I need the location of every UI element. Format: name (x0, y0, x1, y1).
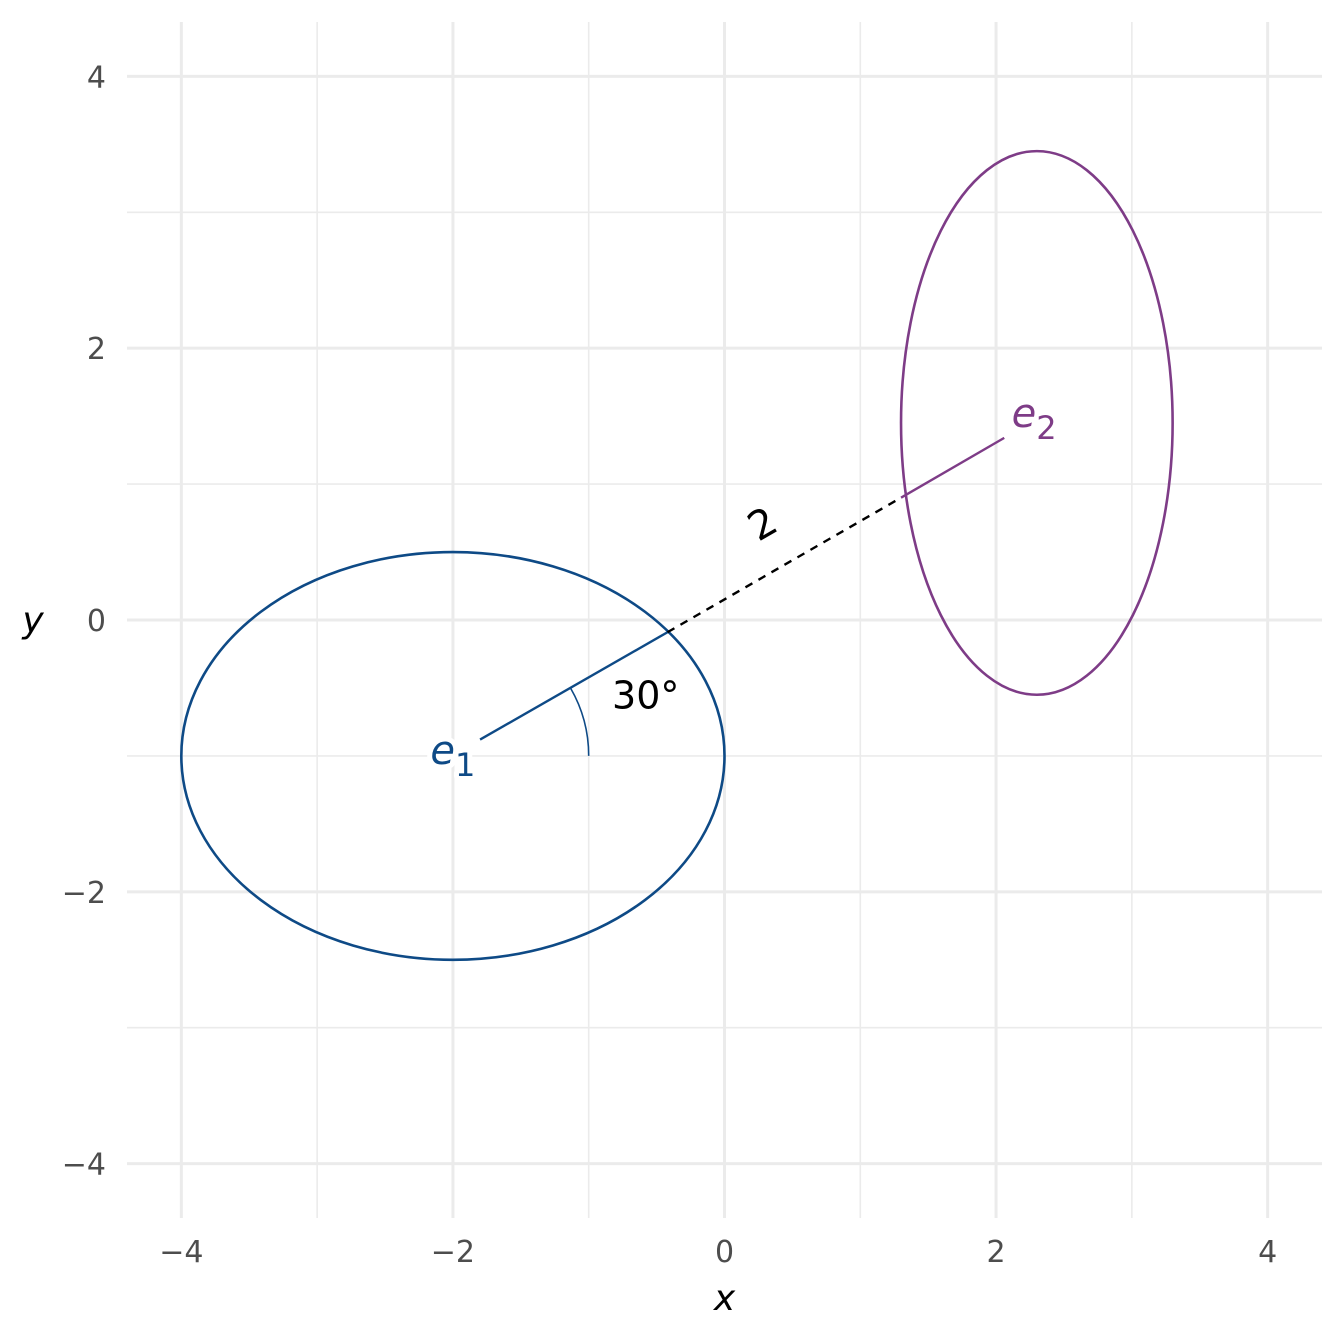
y-tick-label: −4 (62, 1148, 106, 1183)
x-axis-tick-labels: −4 −2 0 2 4 (159, 1235, 1277, 1270)
plot-annotations: e1 e2 2 30° (425, 391, 1057, 789)
ellipse-e2 (899, 149, 1174, 697)
x-tick-label: 2 (987, 1235, 1006, 1270)
major-gridlines (127, 22, 1322, 1218)
distance-label: 2 (740, 498, 785, 551)
y-tick-label: 4 (87, 60, 106, 95)
plot-marks (180, 149, 1174, 962)
x-axis-title: x (713, 1278, 736, 1319)
angle-arc (569, 687, 590, 756)
y-tick-label: 0 (87, 604, 106, 639)
x-tick-label: 0 (715, 1235, 734, 1270)
angle-label: 30° (612, 673, 679, 717)
ellipse-e2-label: e2 (1012, 391, 1057, 447)
y-tick-label: 2 (87, 332, 106, 367)
y-axis-title: y (21, 600, 44, 641)
x-tick-label: −2 (431, 1235, 475, 1270)
ellipse-e1 (180, 550, 726, 962)
y-axis-tick-labels: −4 −2 0 2 4 (62, 60, 106, 1182)
e1-center-to-boundary-segment (479, 631, 669, 741)
y-tick-label: −2 (62, 876, 106, 911)
x-tick-label: −4 (159, 1235, 203, 1270)
ellipse-e1-label: e1 (430, 728, 475, 784)
x-tick-label: 4 (1258, 1235, 1277, 1270)
e2-boundary-segment (900, 436, 1005, 499)
distance-dashed-segment (666, 496, 902, 634)
